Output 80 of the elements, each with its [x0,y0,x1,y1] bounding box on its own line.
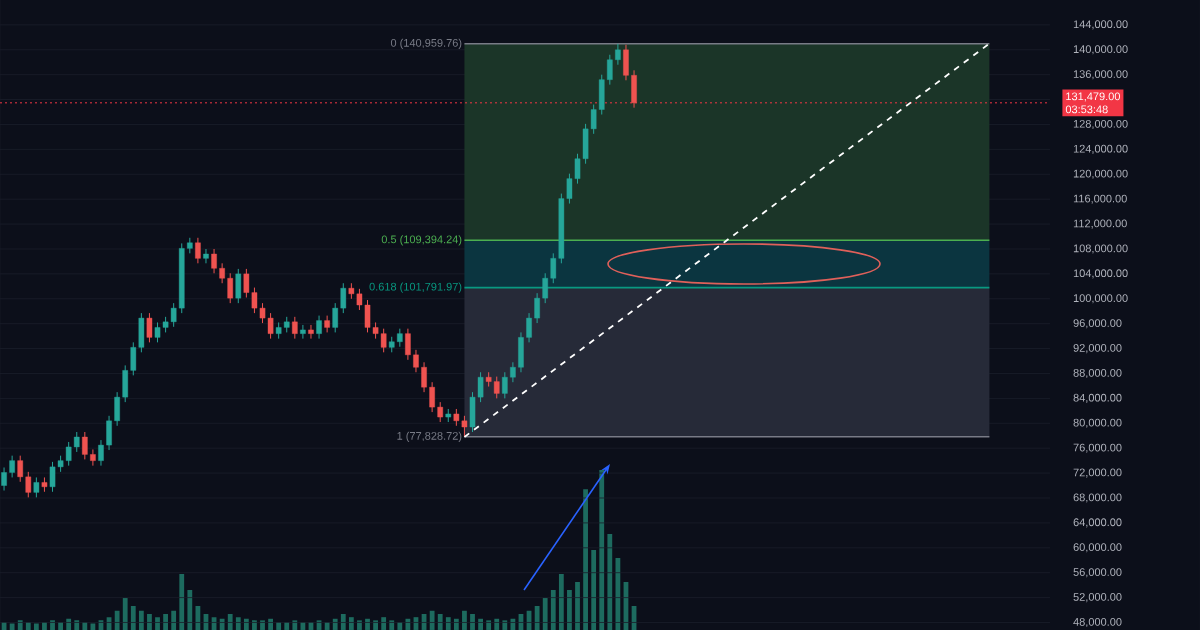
bar [348,617,354,630]
candlestick [308,324,314,340]
bar [437,613,443,630]
bar [502,620,508,630]
candlestick [397,328,403,348]
bar [332,618,338,630]
bar [179,573,185,630]
candlestick [211,248,217,274]
bar [470,613,475,630]
bar [252,620,257,630]
candlestick [65,441,72,467]
bar [58,621,63,630]
candlestick [292,316,298,340]
bar [542,597,548,630]
candlestick [154,321,161,343]
bar [462,610,467,630]
candlestick [203,248,209,264]
bar [33,623,39,630]
bar [74,620,80,630]
bar [405,618,411,630]
candlestick [227,272,233,304]
candlestick [364,299,371,333]
bar [50,620,55,630]
bar [284,621,290,630]
bar [147,613,152,630]
bar [17,620,23,630]
bar [397,621,403,630]
bar [25,621,31,630]
candlestick [380,328,387,353]
bar [42,621,47,630]
candlestick [9,455,15,478]
bar [583,489,588,630]
bar [534,605,540,630]
bar [429,610,435,630]
bar [292,620,298,630]
bar [163,613,168,630]
candlestick [502,371,508,399]
bar [138,610,144,630]
bar [66,618,72,630]
candlestick [73,431,80,453]
bar [82,621,88,630]
bar [453,618,459,630]
bar [9,623,15,630]
bar [389,620,395,630]
bar [260,620,265,630]
candlestick [461,415,468,438]
candlestick [493,376,500,399]
bar [365,618,370,630]
candlestick [324,315,330,333]
candlestick [300,324,306,340]
candlestick [267,312,274,340]
bar [268,618,273,630]
bar [478,618,483,630]
candlestick [235,268,242,304]
candlestick [195,237,201,264]
bar [381,617,387,630]
bar [276,621,282,630]
bar [324,621,330,630]
candlestick [146,312,153,343]
bar [227,613,233,630]
bar [558,573,564,630]
candlestick [1,466,7,492]
bar [155,617,160,630]
bar [494,618,500,630]
bar [235,617,241,630]
bar [130,605,136,630]
bar [373,620,378,630]
bar [122,597,128,630]
candlestick [82,431,88,460]
candlestick [49,461,56,493]
bar [219,618,225,630]
candlestick [405,328,411,361]
bar [357,620,362,630]
candlestick [316,315,322,340]
bar [486,620,492,630]
bar [445,617,451,630]
bar [510,618,516,630]
bar [340,613,346,630]
candlestick [33,476,40,498]
bar [243,618,249,630]
